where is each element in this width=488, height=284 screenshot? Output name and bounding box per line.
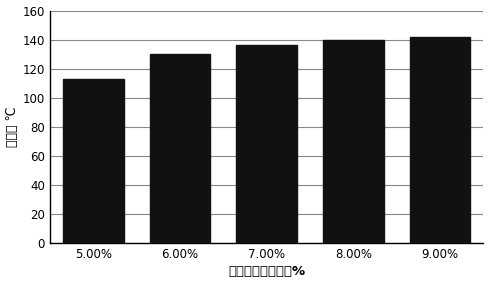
X-axis label: 罧甲基纤维素用量%: 罧甲基纤维素用量% bbox=[228, 266, 305, 278]
Y-axis label: 接触角 ℃: 接触角 ℃ bbox=[5, 107, 19, 147]
Bar bbox=[236, 45, 296, 243]
Bar bbox=[149, 54, 210, 243]
Bar bbox=[63, 79, 123, 243]
Bar bbox=[323, 40, 383, 243]
Bar bbox=[409, 37, 469, 243]
